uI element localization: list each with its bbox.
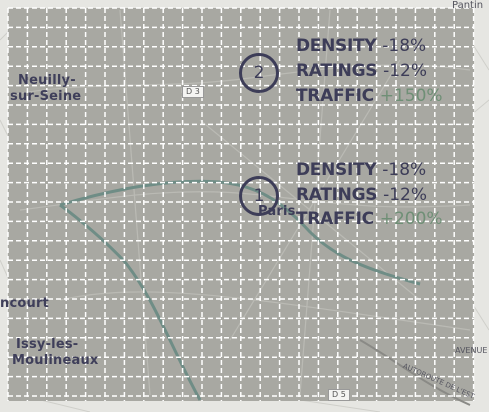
- stat-value: +200%: [379, 209, 443, 229]
- place-neuilly-line1: Neuilly-: [18, 73, 76, 88]
- zone-1-density: DENSITY -18%: [296, 159, 426, 182]
- place-pantin: Pantin: [452, 0, 484, 11]
- stat-value: -12%: [383, 185, 428, 205]
- zone-1-traffic: TRAFFIC +200%: [296, 208, 443, 231]
- stat-value: -18%: [382, 160, 427, 180]
- stat-label: TRAFFIC: [296, 86, 374, 106]
- stat-value: +150%: [379, 86, 443, 106]
- place-issy-line2: Moulineaux: [12, 353, 99, 368]
- zone-2-density: DENSITY -18%: [296, 35, 426, 58]
- stat-value: -18%: [382, 36, 427, 56]
- stat-label: RATINGS: [296, 185, 378, 205]
- street-avenue: AVENUE: [455, 346, 488, 355]
- zone-2-ratings: RATINGS -12%: [296, 60, 427, 83]
- zone-marker-2[interactable]: 2: [239, 53, 279, 93]
- place-neuilly-line2: sur-Seine: [10, 89, 82, 104]
- stat-value: -12%: [383, 61, 428, 81]
- place-issy-line1: Issy-les-: [16, 337, 79, 352]
- place-boulogne: ncourt: [0, 296, 49, 311]
- highway-a4: [359, 339, 471, 406]
- zone-2-traffic: TRAFFIC +150%: [296, 85, 443, 108]
- stat-label: RATINGS: [296, 61, 378, 81]
- road-shield-d5: D 5: [328, 389, 350, 401]
- stat-label: TRAFFIC: [296, 209, 374, 229]
- zone-marker-1[interactable]: 1: [239, 176, 279, 216]
- stat-label: DENSITY: [296, 36, 377, 56]
- grid-lines: [7, 7, 475, 401]
- zone-1-ratings: RATINGS -12%: [296, 184, 427, 207]
- stat-label: DENSITY: [296, 160, 377, 180]
- road-shield-d3: D 3: [182, 86, 204, 98]
